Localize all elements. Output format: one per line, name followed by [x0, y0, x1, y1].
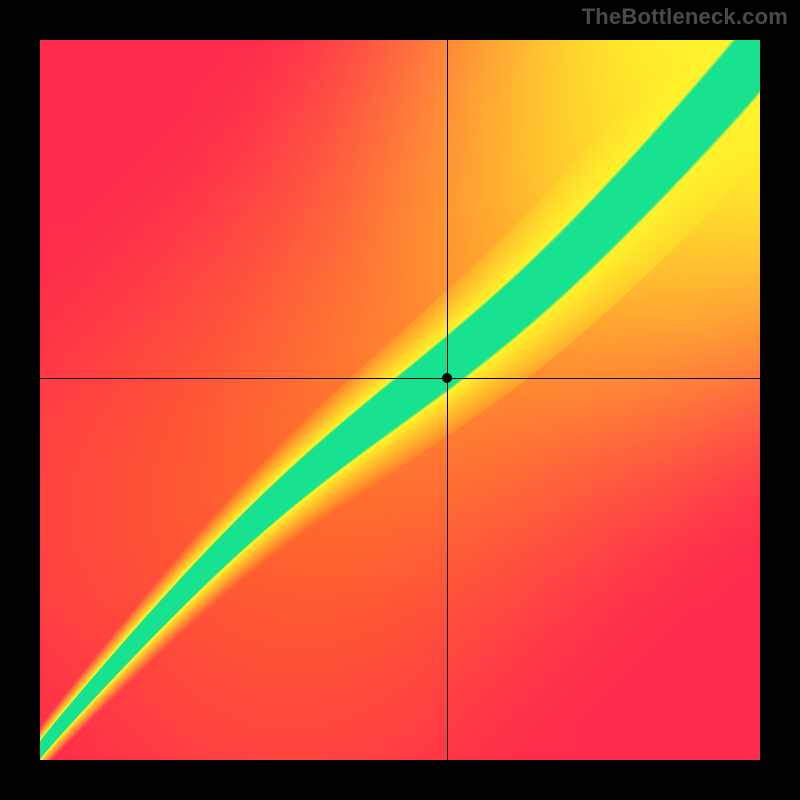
watermark-text: TheBottleneck.com	[582, 4, 788, 30]
heatmap-canvas	[40, 40, 760, 760]
crosshair-vertical	[447, 40, 448, 760]
plot-area	[40, 40, 760, 760]
chart-root: TheBottleneck.com	[0, 0, 800, 800]
crosshair-marker	[442, 373, 452, 383]
crosshair-horizontal	[40, 378, 760, 379]
